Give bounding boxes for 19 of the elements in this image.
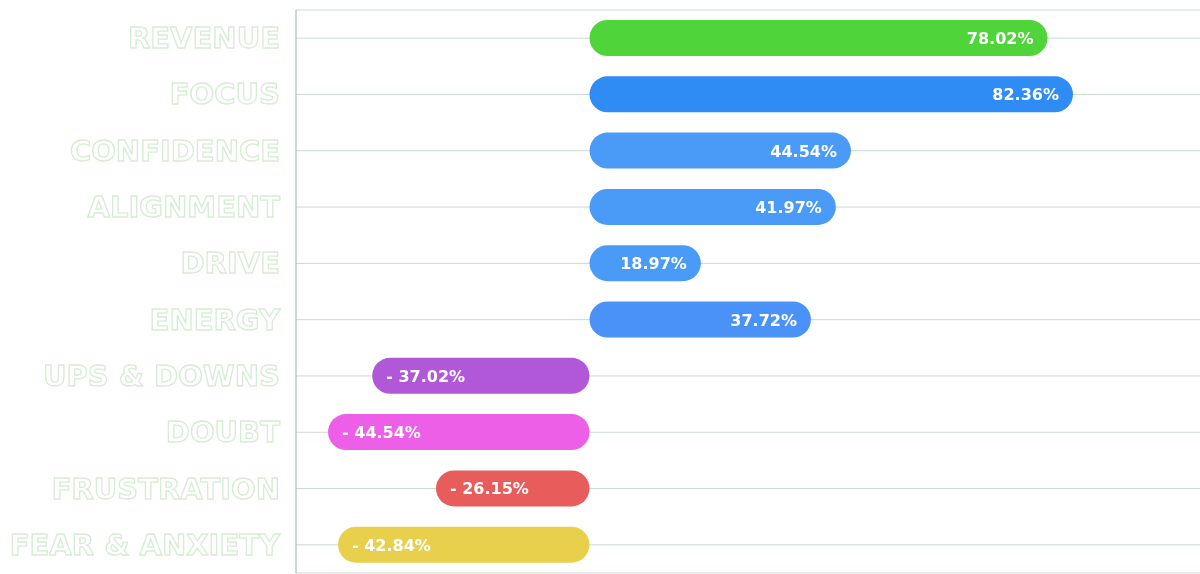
- data-label: - 42.84%: [352, 535, 431, 555]
- bar: [372, 357, 590, 394]
- data-label: - 37.02%: [386, 366, 466, 386]
- bar: [338, 526, 590, 563]
- bar: [589, 76, 1073, 113]
- data-label: 37.72%: [730, 310, 797, 330]
- data-label: 78.02%: [966, 29, 1034, 48]
- data-label: - 26.15%: [450, 479, 529, 499]
- data-label: 18.97%: [620, 254, 687, 274]
- data-label: 82.36%: [992, 85, 1059, 105]
- bar: [328, 414, 590, 451]
- data-label: - 44.54%: [342, 423, 421, 443]
- bar: [589, 20, 1048, 56]
- data-label: 44.54%: [770, 141, 837, 161]
- bar: [589, 188, 836, 225]
- bar: [589, 301, 811, 338]
- bar: [589, 132, 851, 169]
- bar: [436, 470, 590, 507]
- data-label: 41.97%: [755, 197, 822, 217]
